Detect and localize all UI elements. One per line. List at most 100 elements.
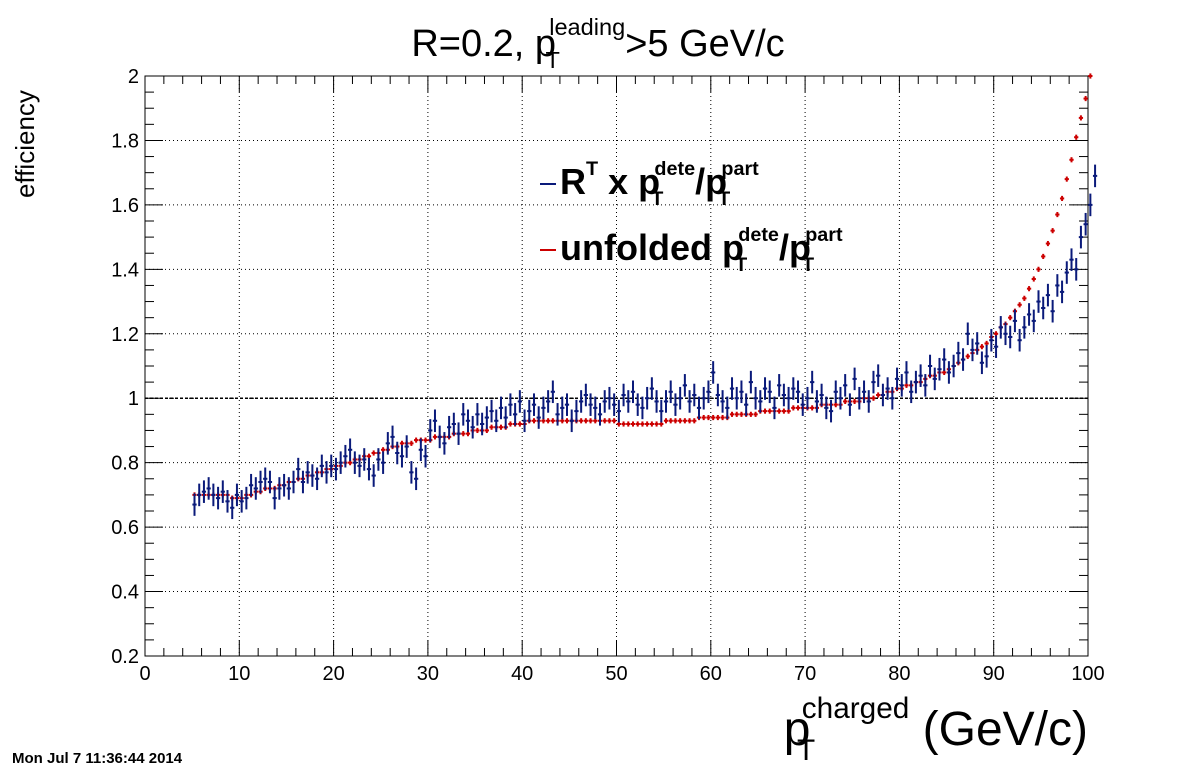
point-unfolded [498, 424, 504, 430]
point-unfolded [668, 418, 673, 424]
point-rt [838, 386, 843, 410]
point-rt [880, 383, 886, 407]
point-rt [555, 403, 560, 426]
point-rt [852, 367, 857, 391]
point-rt [305, 461, 310, 484]
point-unfolded [729, 411, 735, 417]
point-unfolded [564, 418, 570, 424]
point-rt [828, 399, 834, 423]
point-rt [814, 390, 820, 413]
point-rt [409, 461, 414, 484]
point-rt [253, 477, 258, 500]
point-unfolded [711, 414, 716, 421]
point-rt [913, 370, 919, 394]
point-rt [729, 377, 735, 400]
point-rt [701, 386, 706, 410]
y-tick-label: 2 [128, 66, 139, 88]
axes: 0 10 20 30 40 50 60 70 80 90 100 0.2 0.4 0.6 0.8 1 1.2 1.… [111, 66, 1105, 685]
point-rt [517, 390, 522, 413]
point-unfolded [1059, 195, 1065, 202]
point-rt [819, 383, 824, 407]
point-rt [343, 444, 348, 468]
point-rt [904, 361, 909, 384]
point-rt [461, 403, 466, 426]
point-rt [795, 380, 801, 404]
point-unfolded [762, 408, 768, 414]
point-rt [432, 409, 438, 433]
point-rt [234, 483, 240, 507]
point-rt [602, 390, 607, 413]
point-unfolded [489, 424, 494, 430]
point-rt [286, 477, 291, 500]
point-unfolded [1045, 240, 1051, 247]
y-tick-label: 1.8 [111, 130, 139, 152]
point-rt [239, 490, 244, 513]
point-rt [456, 422, 461, 445]
point-unfolded [753, 411, 758, 417]
point-rt [541, 396, 546, 420]
y-tick-label: 0.2 [111, 646, 139, 668]
point-rt [654, 390, 659, 413]
legend-entry-rt: RT x pTdete/pTpart [540, 158, 759, 211]
point-unfolded [612, 418, 617, 424]
point-rt [1078, 225, 1084, 249]
point-rt [258, 470, 263, 494]
point-unfolded [626, 421, 631, 427]
point-rt [201, 480, 207, 503]
point-rt [1064, 261, 1069, 284]
point-rt [998, 316, 1003, 339]
point-rt [1088, 193, 1093, 217]
point-rt [390, 425, 395, 449]
point-unfolded [739, 411, 744, 417]
point-rt [720, 390, 725, 413]
point-rt [1069, 248, 1074, 271]
point-rt [428, 419, 433, 442]
point-rt [310, 464, 315, 487]
point-unfolded [871, 395, 876, 401]
point-rt [767, 380, 772, 404]
point-rt [395, 441, 400, 465]
point-rt [640, 396, 645, 420]
point-rt [993, 335, 999, 358]
point-rt [800, 393, 805, 416]
point-rt [871, 370, 876, 394]
point-rt [894, 367, 900, 391]
point-rt [975, 332, 980, 355]
point-rt [616, 399, 621, 423]
x-tick-label: 90 [983, 663, 1005, 685]
point-rt [1012, 309, 1018, 333]
point-rt [399, 444, 405, 468]
point-unfolded [579, 418, 584, 424]
x-tick-label: 80 [888, 663, 910, 685]
legend-entry-unfolded: unfolded pTdete/pTpart [540, 224, 843, 277]
point-rt [579, 390, 584, 413]
point-rt [824, 396, 829, 420]
point-rt [682, 374, 687, 397]
point-unfolded [1008, 315, 1013, 321]
point-rt [1059, 280, 1065, 304]
point-rt [1003, 322, 1008, 346]
point-unfolded [678, 418, 683, 424]
point-rt [791, 377, 796, 400]
point-unfolded [692, 418, 697, 424]
point-rt [1045, 283, 1051, 307]
x-tick-label: 0 [139, 663, 150, 685]
point-unfolded [461, 431, 466, 437]
point-rt [1022, 316, 1027, 339]
point-rt [946, 361, 952, 384]
point-rt [338, 451, 343, 474]
point-rt [314, 467, 320, 491]
point-rt [899, 374, 904, 397]
point-rt [937, 357, 942, 381]
point-unfolded [777, 408, 782, 414]
point-rt [225, 490, 230, 513]
point-rt [347, 438, 353, 462]
point-unfolded [706, 414, 711, 421]
point-unfolded [1069, 157, 1074, 163]
point-rt [574, 399, 579, 423]
point-rt [206, 477, 211, 500]
point-rt [668, 380, 673, 404]
point-unfolded [663, 418, 669, 424]
point-rt [1041, 296, 1046, 320]
point-unfolded [781, 408, 787, 414]
